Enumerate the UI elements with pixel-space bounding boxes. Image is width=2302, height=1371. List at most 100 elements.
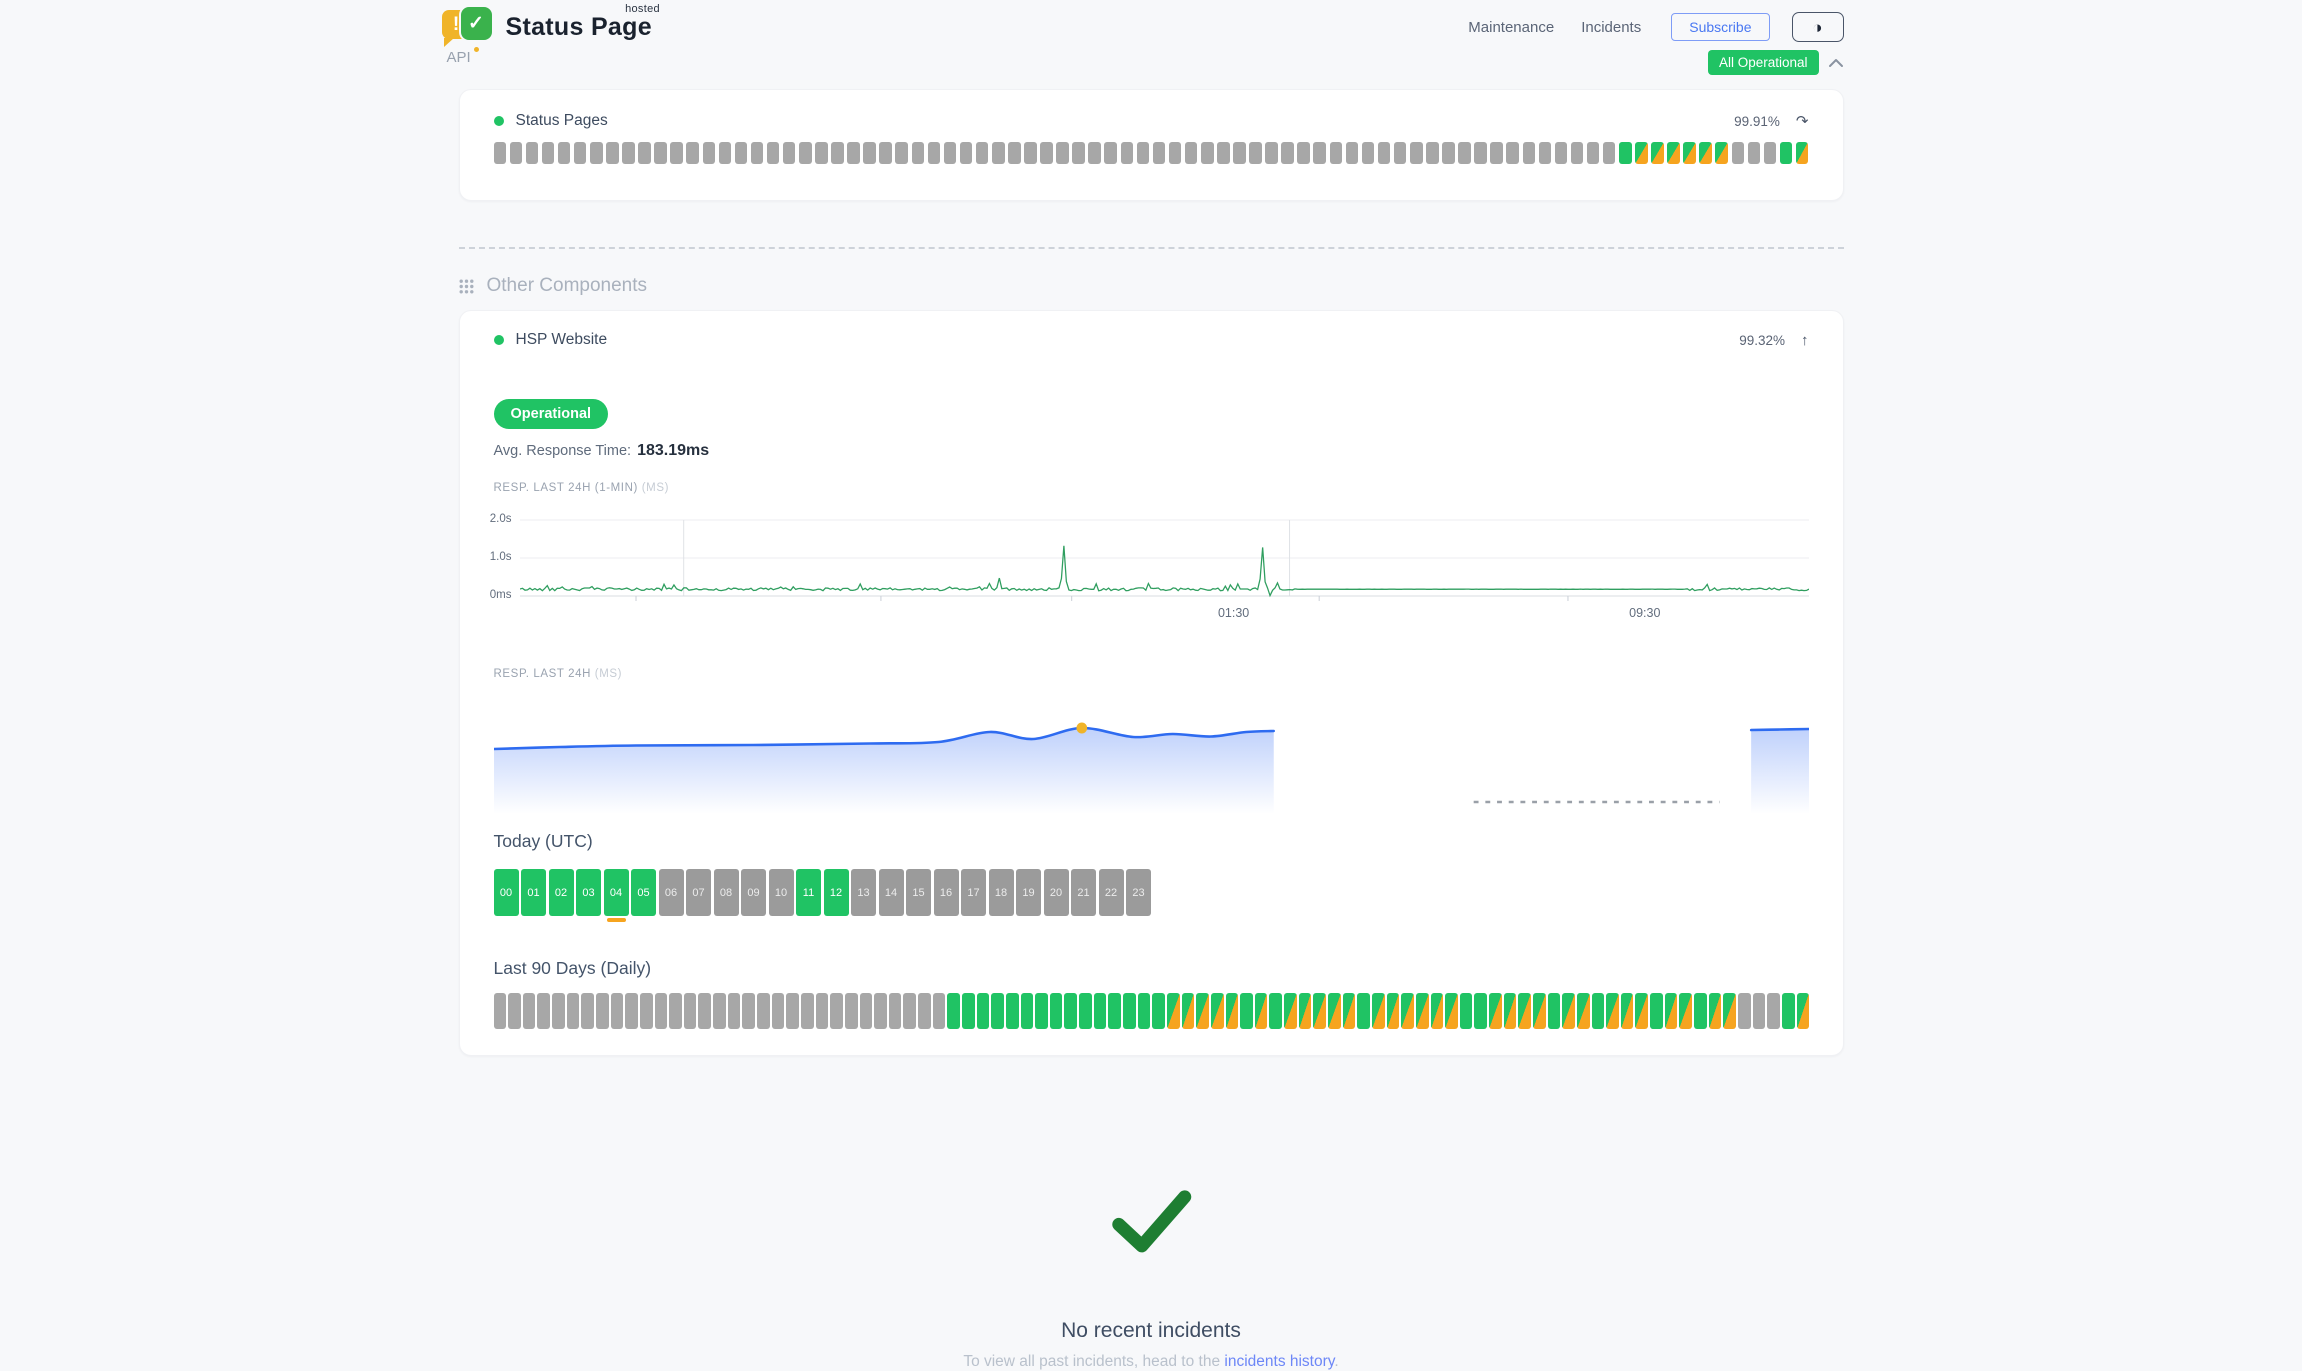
uptime-bar[interactable]: [1445, 993, 1458, 1029]
hour-block[interactable]: 18: [988, 869, 1014, 916]
uptime-bar[interactable]: [1635, 993, 1649, 1029]
uptime-bar[interactable]: [1298, 993, 1312, 1029]
uptime-bar[interactable]: [1586, 142, 1600, 164]
uptime-bar[interactable]: [573, 142, 587, 164]
uptime-bar[interactable]: [1393, 142, 1407, 164]
uptime-bar[interactable]: [1225, 993, 1239, 1029]
uptime-bar[interactable]: [1137, 993, 1151, 1029]
uptime-bar[interactable]: [1570, 142, 1584, 164]
uptime-bar[interactable]: [1576, 993, 1590, 1029]
uptime-bar[interactable]: [771, 993, 785, 1029]
uptime-bar[interactable]: [686, 142, 700, 164]
uptime-bar[interactable]: [1056, 142, 1069, 164]
uptime-bar[interactable]: [903, 993, 917, 1029]
uptime-bar[interactable]: [669, 993, 682, 1029]
data-point-marker[interactable]: [1075, 722, 1087, 734]
uptime-bar[interactable]: [1196, 993, 1209, 1029]
uptime-bar[interactable]: [595, 993, 609, 1029]
uptime-bar[interactable]: [1345, 142, 1359, 164]
uptime-bar[interactable]: [1430, 993, 1444, 1029]
uptime-bar[interactable]: [1233, 142, 1246, 164]
uptime-bar[interactable]: [1752, 993, 1766, 1029]
uptime-bar[interactable]: [962, 993, 975, 1029]
uptime-bar[interactable]: [815, 993, 829, 1029]
uptime-bar[interactable]: [1715, 142, 1729, 164]
uptime-bar[interactable]: [508, 993, 521, 1029]
uptime-bar[interactable]: [1547, 993, 1561, 1029]
hour-block[interactable]: 06: [658, 869, 684, 916]
uptime-bar[interactable]: [1618, 142, 1632, 164]
nav-link-maintenance[interactable]: Maintenance: [1468, 18, 1555, 36]
uptime-bar[interactable]: [830, 993, 843, 1029]
uptime-bar[interactable]: [1474, 993, 1488, 1029]
uptime-bar[interactable]: [1152, 993, 1165, 1029]
uptime-bar[interactable]: [927, 142, 941, 164]
uptime-bar[interactable]: [1104, 142, 1118, 164]
uptime-bar[interactable]: [750, 142, 764, 164]
uptime-bar[interactable]: [552, 993, 565, 1029]
uptime-bar[interactable]: [1518, 993, 1531, 1029]
uptime-bar[interactable]: [1136, 142, 1150, 164]
uptime-bar[interactable]: [1489, 993, 1502, 1029]
uptime-bar[interactable]: [1386, 993, 1400, 1029]
uptime-bar[interactable]: [509, 142, 523, 164]
uptime-bar[interactable]: [1093, 993, 1107, 1029]
hour-block[interactable]: 22: [1098, 869, 1124, 916]
uptime-bar[interactable]: [566, 993, 580, 1029]
uptime-bar[interactable]: [1602, 142, 1616, 164]
hour-block[interactable]: 10: [768, 869, 794, 916]
uptime-bar[interactable]: [1329, 142, 1343, 164]
uptime-bar[interactable]: [1108, 993, 1122, 1029]
uptime-bar[interactable]: [1401, 993, 1414, 1029]
uptime-bar[interactable]: [1409, 142, 1423, 164]
hour-block[interactable]: 03: [576, 869, 601, 916]
uptime-bar[interactable]: [1554, 142, 1568, 164]
uptime-bar[interactable]: [1635, 142, 1648, 164]
uptime-bar[interactable]: [1474, 142, 1487, 164]
uptime-bar[interactable]: [863, 142, 876, 164]
uptime-bar[interactable]: [1426, 142, 1439, 164]
subscribe-button[interactable]: Subscribe: [1671, 13, 1770, 41]
uptime-bar[interactable]: [975, 142, 989, 164]
refresh-icon[interactable]: ↷: [1795, 113, 1809, 130]
uptime-bar[interactable]: [1731, 142, 1745, 164]
header-logo[interactable]: ! ✓ Status Page hosted: [441, 3, 660, 47]
uptime-bar[interactable]: [757, 993, 770, 1029]
uptime-bar[interactable]: [976, 993, 990, 1029]
uptime-bar[interactable]: [1361, 142, 1375, 164]
uptime-bar[interactable]: [639, 993, 653, 1029]
uptime-bar[interactable]: [1123, 993, 1136, 1029]
uptime-bar[interactable]: [1699, 142, 1712, 164]
uptime-bar[interactable]: [734, 142, 748, 164]
uptime-bar[interactable]: [1166, 993, 1180, 1029]
uptime-bar[interactable]: [991, 142, 1005, 164]
uptime-bar[interactable]: [1664, 993, 1678, 1029]
hour-block[interactable]: 08: [713, 869, 739, 916]
hour-block[interactable]: 00: [493, 869, 519, 916]
uptime-bar[interactable]: [493, 993, 507, 1029]
uptime-bar[interactable]: [537, 993, 551, 1029]
uptime-bar[interactable]: [888, 993, 902, 1029]
uptime-bar[interactable]: [959, 142, 973, 164]
hour-block[interactable]: 14: [878, 869, 904, 916]
uptime-bar[interactable]: [1459, 993, 1473, 1029]
uptime-bar[interactable]: [727, 993, 741, 1029]
uptime-bar[interactable]: [932, 993, 946, 1029]
uptime-bar[interactable]: [1120, 142, 1134, 164]
uptime-bar[interactable]: [1679, 993, 1693, 1029]
uptime-bar[interactable]: [589, 142, 603, 164]
theme-toggle-button[interactable]: ◑: [1791, 12, 1844, 42]
uptime-bar[interactable]: [1458, 142, 1471, 164]
hour-block[interactable]: 05: [631, 869, 656, 916]
uptime-bar[interactable]: [1781, 993, 1795, 1029]
hour-block[interactable]: 15: [906, 869, 931, 916]
uptime-bar[interactable]: [1269, 993, 1283, 1029]
uptime-bar[interactable]: [800, 993, 814, 1029]
uptime-bar[interactable]: [638, 142, 651, 164]
uptime-bar[interactable]: [1072, 142, 1085, 164]
uptime-bar[interactable]: [1040, 142, 1053, 164]
uptime-bar[interactable]: [557, 142, 571, 164]
uptime-bar[interactable]: [1088, 142, 1101, 164]
uptime-bar[interactable]: [1024, 142, 1037, 164]
uptime-bar[interactable]: [1008, 142, 1021, 164]
